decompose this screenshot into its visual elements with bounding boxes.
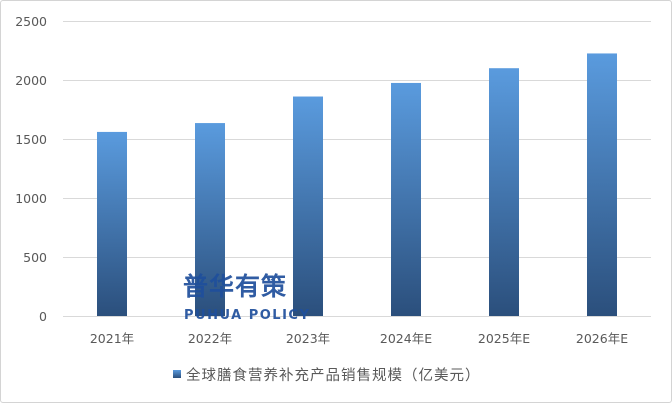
x-tick-label: 2026年E [576, 331, 628, 346]
bar [489, 68, 519, 316]
bars [97, 53, 617, 317]
legend-label: 全球膳食营养补充产品销售规模（亿美元） [186, 366, 481, 384]
bar [293, 96, 323, 317]
y-axis-labels: 0 500 1000 1500 2000 2500 [15, 14, 47, 324]
bar [391, 82, 421, 316]
y-tick-label: 2500 [15, 14, 47, 29]
y-tick-label: 0 [39, 309, 47, 324]
x-tick-label: 2025年E [478, 331, 530, 346]
x-axis-labels: 2021年 2022年 2023年 2024年E 2025年E 2026年E [90, 331, 628, 346]
legend: 全球膳食营养补充产品销售规模（亿美元） [173, 366, 481, 384]
y-tick-label: 500 [23, 250, 47, 265]
x-tick-label: 2024年E [380, 331, 432, 346]
y-tick-label: 1500 [15, 132, 47, 147]
legend-swatch [173, 370, 181, 378]
watermark-cn: 普华有策 [183, 272, 287, 301]
x-tick-label: 2023年 [286, 331, 330, 346]
gridlines [63, 21, 651, 317]
watermark-en: PUHUA POLICY [184, 308, 310, 323]
x-tick-label: 2022年 [188, 331, 232, 346]
bar [587, 53, 617, 316]
watermark-logo: 普华有策 PUHUA POLICY [183, 272, 310, 323]
bar [97, 131, 127, 316]
y-tick-label: 2000 [15, 73, 47, 88]
x-tick-label: 2021年 [90, 331, 134, 346]
bar [195, 123, 225, 316]
y-tick-label: 1000 [15, 191, 47, 206]
